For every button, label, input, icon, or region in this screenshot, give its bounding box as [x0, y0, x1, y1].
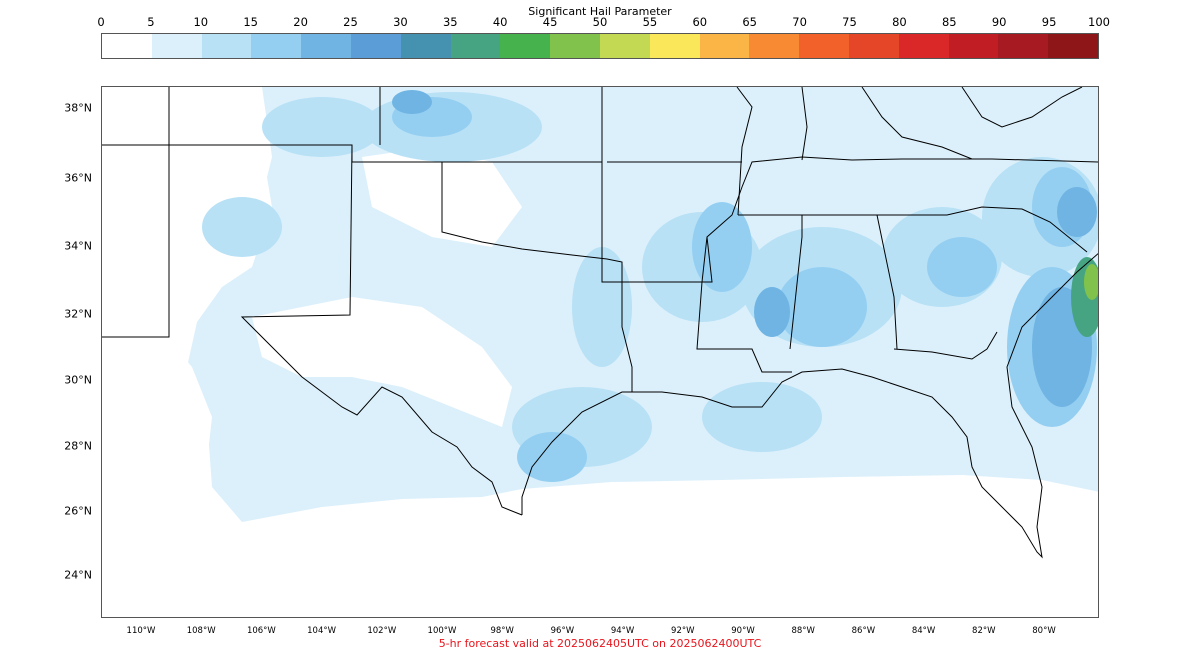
latitude-label: 32°N — [64, 307, 92, 321]
colorbar-tick-label: 80 — [892, 15, 907, 29]
latitude-label: 26°N — [64, 504, 92, 518]
colorbar-tick-label: 50 — [592, 15, 608, 29]
colorbar-swatch — [400, 34, 451, 58]
longitude-label: 86°W — [851, 626, 876, 636]
colorbar-swatch — [201, 34, 252, 58]
latitude-label: 38°N — [64, 101, 92, 115]
colorbar-swatch — [948, 34, 999, 58]
map-canvas — [102, 87, 1098, 559]
field-patches-45 — [1084, 264, 1098, 300]
colorbar-tick-label: 60 — [692, 15, 708, 29]
longitude-label: 102°W — [367, 626, 397, 636]
colorbar-swatch — [848, 34, 899, 58]
colorbar-tick-label: 0 — [97, 15, 105, 29]
colorbar-swatch — [599, 34, 650, 58]
coastline — [521, 253, 1098, 559]
longitude-label: 104°W — [307, 626, 337, 636]
colorbar-tick-label: 25 — [343, 15, 358, 29]
latitude-label: 30°N — [64, 373, 92, 387]
longitude-label: 108°W — [186, 626, 216, 636]
colorbar-swatch — [350, 34, 401, 58]
field-gap — [102, 87, 272, 297]
colorbar-swatch — [898, 34, 949, 58]
longitude-label: 88°W — [791, 626, 815, 636]
colorbar-swatch — [1048, 34, 1098, 58]
colorbar-tick-label: 30 — [393, 15, 408, 29]
colorbar — [101, 33, 1099, 59]
colorbar-tick-label: 95 — [1041, 15, 1057, 29]
colorbar-swatch — [301, 34, 351, 58]
colorbar-tick-label: 70 — [792, 15, 807, 29]
forecast-caption: 5-hr forecast valid at 2025062405UTC on … — [438, 637, 762, 650]
colorbar-tick-labels: 0 5 10 15 20 25 30 35 40 45 50 55 60 65 70 75 80 85 90 95 10… — [0, 15, 1200, 29]
colorbar-swatch — [151, 34, 202, 58]
longitude-label: 100°W — [427, 626, 457, 636]
latitude-label: 24°N — [64, 568, 92, 582]
colorbar-tick-label: 100 — [1088, 15, 1110, 29]
colorbar-tick-label: 85 — [941, 15, 957, 29]
longitude-label: 110°W — [126, 626, 156, 636]
colorbar-swatch — [799, 34, 849, 58]
colorbar-swatch — [550, 34, 600, 58]
colorbar-swatch — [749, 34, 800, 58]
colorbar-swatch — [649, 34, 700, 58]
colorbar-title: Significant Hail Parameter — [528, 5, 672, 18]
colorbar-swatch — [500, 34, 551, 58]
field-gap — [102, 332, 212, 517]
colorbar-tick-label: 75 — [842, 15, 857, 29]
colorbar-tick-label: 20 — [293, 15, 308, 29]
colorbar-tick-label: 55 — [642, 15, 658, 29]
colorbar-tick-label: 90 — [991, 15, 1007, 29]
colorbar-swatch — [699, 34, 750, 58]
longitude-label: 106°W — [246, 626, 276, 636]
field-gap — [252, 297, 512, 427]
colorbar-tick-label: 10 — [193, 15, 209, 29]
latitude-label: 28°N — [64, 439, 92, 453]
longitude-label: 82°W — [972, 626, 996, 636]
longitude-label: 90°W — [731, 626, 755, 636]
map-panel — [101, 86, 1099, 618]
colorbar-tick-label: 15 — [243, 15, 259, 29]
colorbar-tick-label: 5 — [147, 15, 155, 29]
colorbar-swatch — [998, 34, 1049, 58]
colorbar-tick-label: 35 — [442, 15, 458, 29]
latitude-label: 34°N — [64, 239, 92, 253]
longitude-label: 92°W — [671, 626, 695, 636]
longitude-label: 80°W — [1032, 626, 1056, 636]
colorbar-swatch — [251, 34, 302, 58]
state-boundaries — [102, 87, 1098, 516]
colorbar-tick-label: 40 — [492, 15, 508, 29]
longitude-label: 94°W — [610, 626, 635, 636]
latitude-label: 36°N — [64, 171, 92, 185]
longitude-label: 98°W — [490, 626, 514, 636]
colorbar-swatch — [102, 34, 152, 58]
longitude-label: 96°W — [550, 626, 575, 636]
longitude-label: 84°W — [911, 626, 936, 636]
colorbar-swatch — [450, 34, 501, 58]
colorbar-tick-label: 65 — [742, 15, 758, 29]
colorbar-tick-label: 45 — [542, 15, 558, 29]
